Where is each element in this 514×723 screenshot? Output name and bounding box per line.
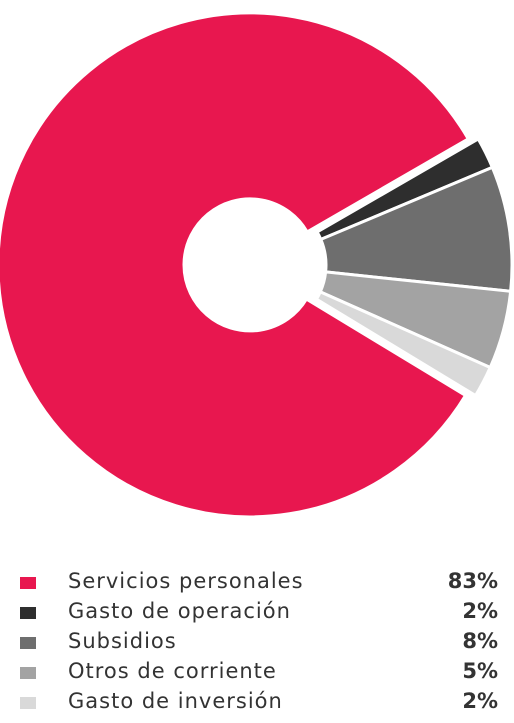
slice-otros-de-corriente: [318, 270, 513, 370]
legend-value: 5%: [462, 659, 498, 683]
legend-label: Otros de corriente: [68, 659, 277, 683]
legend-item-otros-de-corriente: Otros de corriente 5%: [18, 656, 508, 686]
legend-item-gasto-de-inversion: Gasto de inversión 2%: [18, 686, 508, 716]
legend-label: Gasto de operación: [68, 599, 291, 623]
legend-swatch: [20, 577, 36, 589]
legend-label: Gasto de inversión: [68, 689, 283, 713]
legend-swatch: [20, 667, 36, 679]
legend-label: Subsidios: [68, 629, 177, 653]
legend-item-servicios-personales: Servicios personales 83%: [18, 566, 508, 596]
legend-item-subsidios: Subsidios 8%: [18, 626, 508, 656]
legend-value: 2%: [462, 599, 498, 623]
legend-value: 2%: [462, 689, 498, 713]
legend: Servicios personales 83% Gasto de operac…: [18, 566, 508, 716]
legend-value: 83%: [447, 569, 498, 593]
donut-chart: [0, 11, 514, 519]
slice-gasto-de-inversion: [314, 289, 493, 398]
slice-servicios-personales: [0, 11, 471, 519]
legend-swatch: [20, 607, 36, 619]
legend-swatch: [20, 637, 36, 649]
legend-swatch: [20, 697, 36, 709]
slice-subsidios: [318, 165, 514, 293]
legend-label: Servicios personales: [68, 569, 304, 593]
legend-item-gasto-de-operacion: Gasto de operación 2%: [18, 596, 508, 626]
legend-value: 8%: [462, 629, 498, 653]
